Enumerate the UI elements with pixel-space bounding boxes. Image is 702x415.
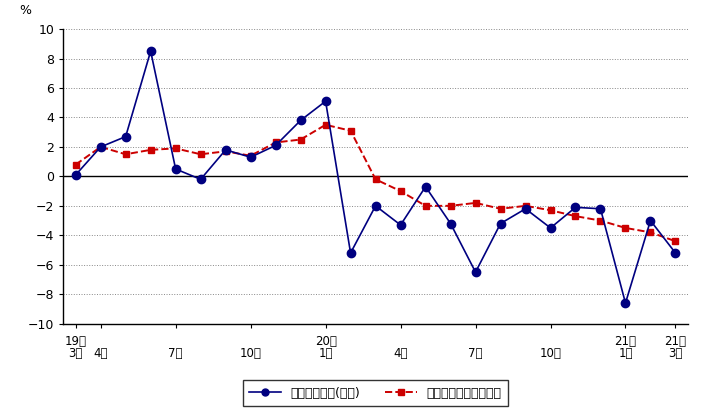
Text: 1月: 1月 (618, 347, 633, 360)
Text: 7月: 7月 (468, 347, 483, 360)
Text: 1月: 1月 (318, 347, 333, 360)
Text: 10月: 10月 (540, 347, 562, 360)
Text: 19年: 19年 (65, 335, 86, 349)
Legend: 現金給与総額(名目), きまって支給する給与: 現金給与総額(名目), きまって支給する給与 (243, 380, 508, 406)
Text: 7月: 7月 (168, 347, 183, 360)
Text: 4月: 4月 (93, 347, 108, 360)
Text: 21年: 21年 (614, 335, 637, 349)
Text: %: % (20, 4, 32, 17)
Text: 20年: 20年 (314, 335, 336, 349)
Text: 3月: 3月 (668, 347, 682, 360)
Text: 3月: 3月 (69, 347, 83, 360)
Text: 10月: 10月 (239, 347, 262, 360)
Text: 21年: 21年 (665, 335, 687, 349)
Text: 4月: 4月 (393, 347, 408, 360)
